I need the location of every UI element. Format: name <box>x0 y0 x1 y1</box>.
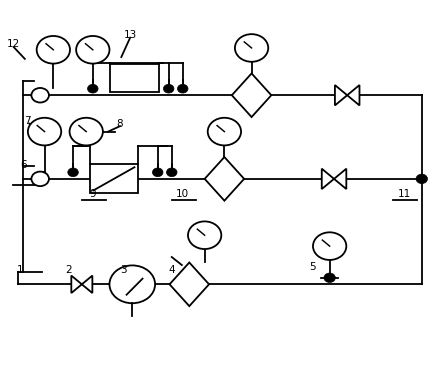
Text: 2: 2 <box>66 265 72 275</box>
Text: 11: 11 <box>398 189 411 199</box>
Circle shape <box>152 168 163 177</box>
Circle shape <box>68 168 78 177</box>
Circle shape <box>31 172 49 186</box>
Circle shape <box>28 118 61 145</box>
Circle shape <box>166 168 177 177</box>
Circle shape <box>235 34 268 62</box>
Text: 5: 5 <box>309 262 315 272</box>
Circle shape <box>88 84 98 93</box>
Circle shape <box>110 265 155 303</box>
Polygon shape <box>232 73 271 117</box>
Circle shape <box>324 273 335 283</box>
Text: 1: 1 <box>17 265 24 275</box>
Circle shape <box>76 36 110 64</box>
Text: 3: 3 <box>120 265 127 275</box>
Polygon shape <box>334 169 346 189</box>
Text: 13: 13 <box>124 30 137 40</box>
Text: 7: 7 <box>24 116 30 126</box>
Text: 6: 6 <box>21 160 27 170</box>
Circle shape <box>208 118 241 145</box>
Circle shape <box>70 118 103 145</box>
Circle shape <box>188 222 221 249</box>
Polygon shape <box>205 157 244 201</box>
Polygon shape <box>322 169 334 189</box>
Text: 9: 9 <box>89 189 96 199</box>
Text: 8: 8 <box>116 119 122 129</box>
Polygon shape <box>335 85 347 105</box>
Polygon shape <box>71 276 82 293</box>
Polygon shape <box>347 85 359 105</box>
Circle shape <box>37 36 70 64</box>
Bar <box>110 64 158 92</box>
Text: 10: 10 <box>176 189 189 199</box>
Circle shape <box>177 84 188 93</box>
Text: 4: 4 <box>169 265 175 275</box>
Text: 12: 12 <box>7 39 21 49</box>
Circle shape <box>163 84 174 93</box>
Polygon shape <box>169 262 209 306</box>
Bar <box>90 164 138 193</box>
Circle shape <box>416 174 428 184</box>
Circle shape <box>313 232 346 260</box>
Circle shape <box>31 88 49 103</box>
Polygon shape <box>82 276 92 293</box>
